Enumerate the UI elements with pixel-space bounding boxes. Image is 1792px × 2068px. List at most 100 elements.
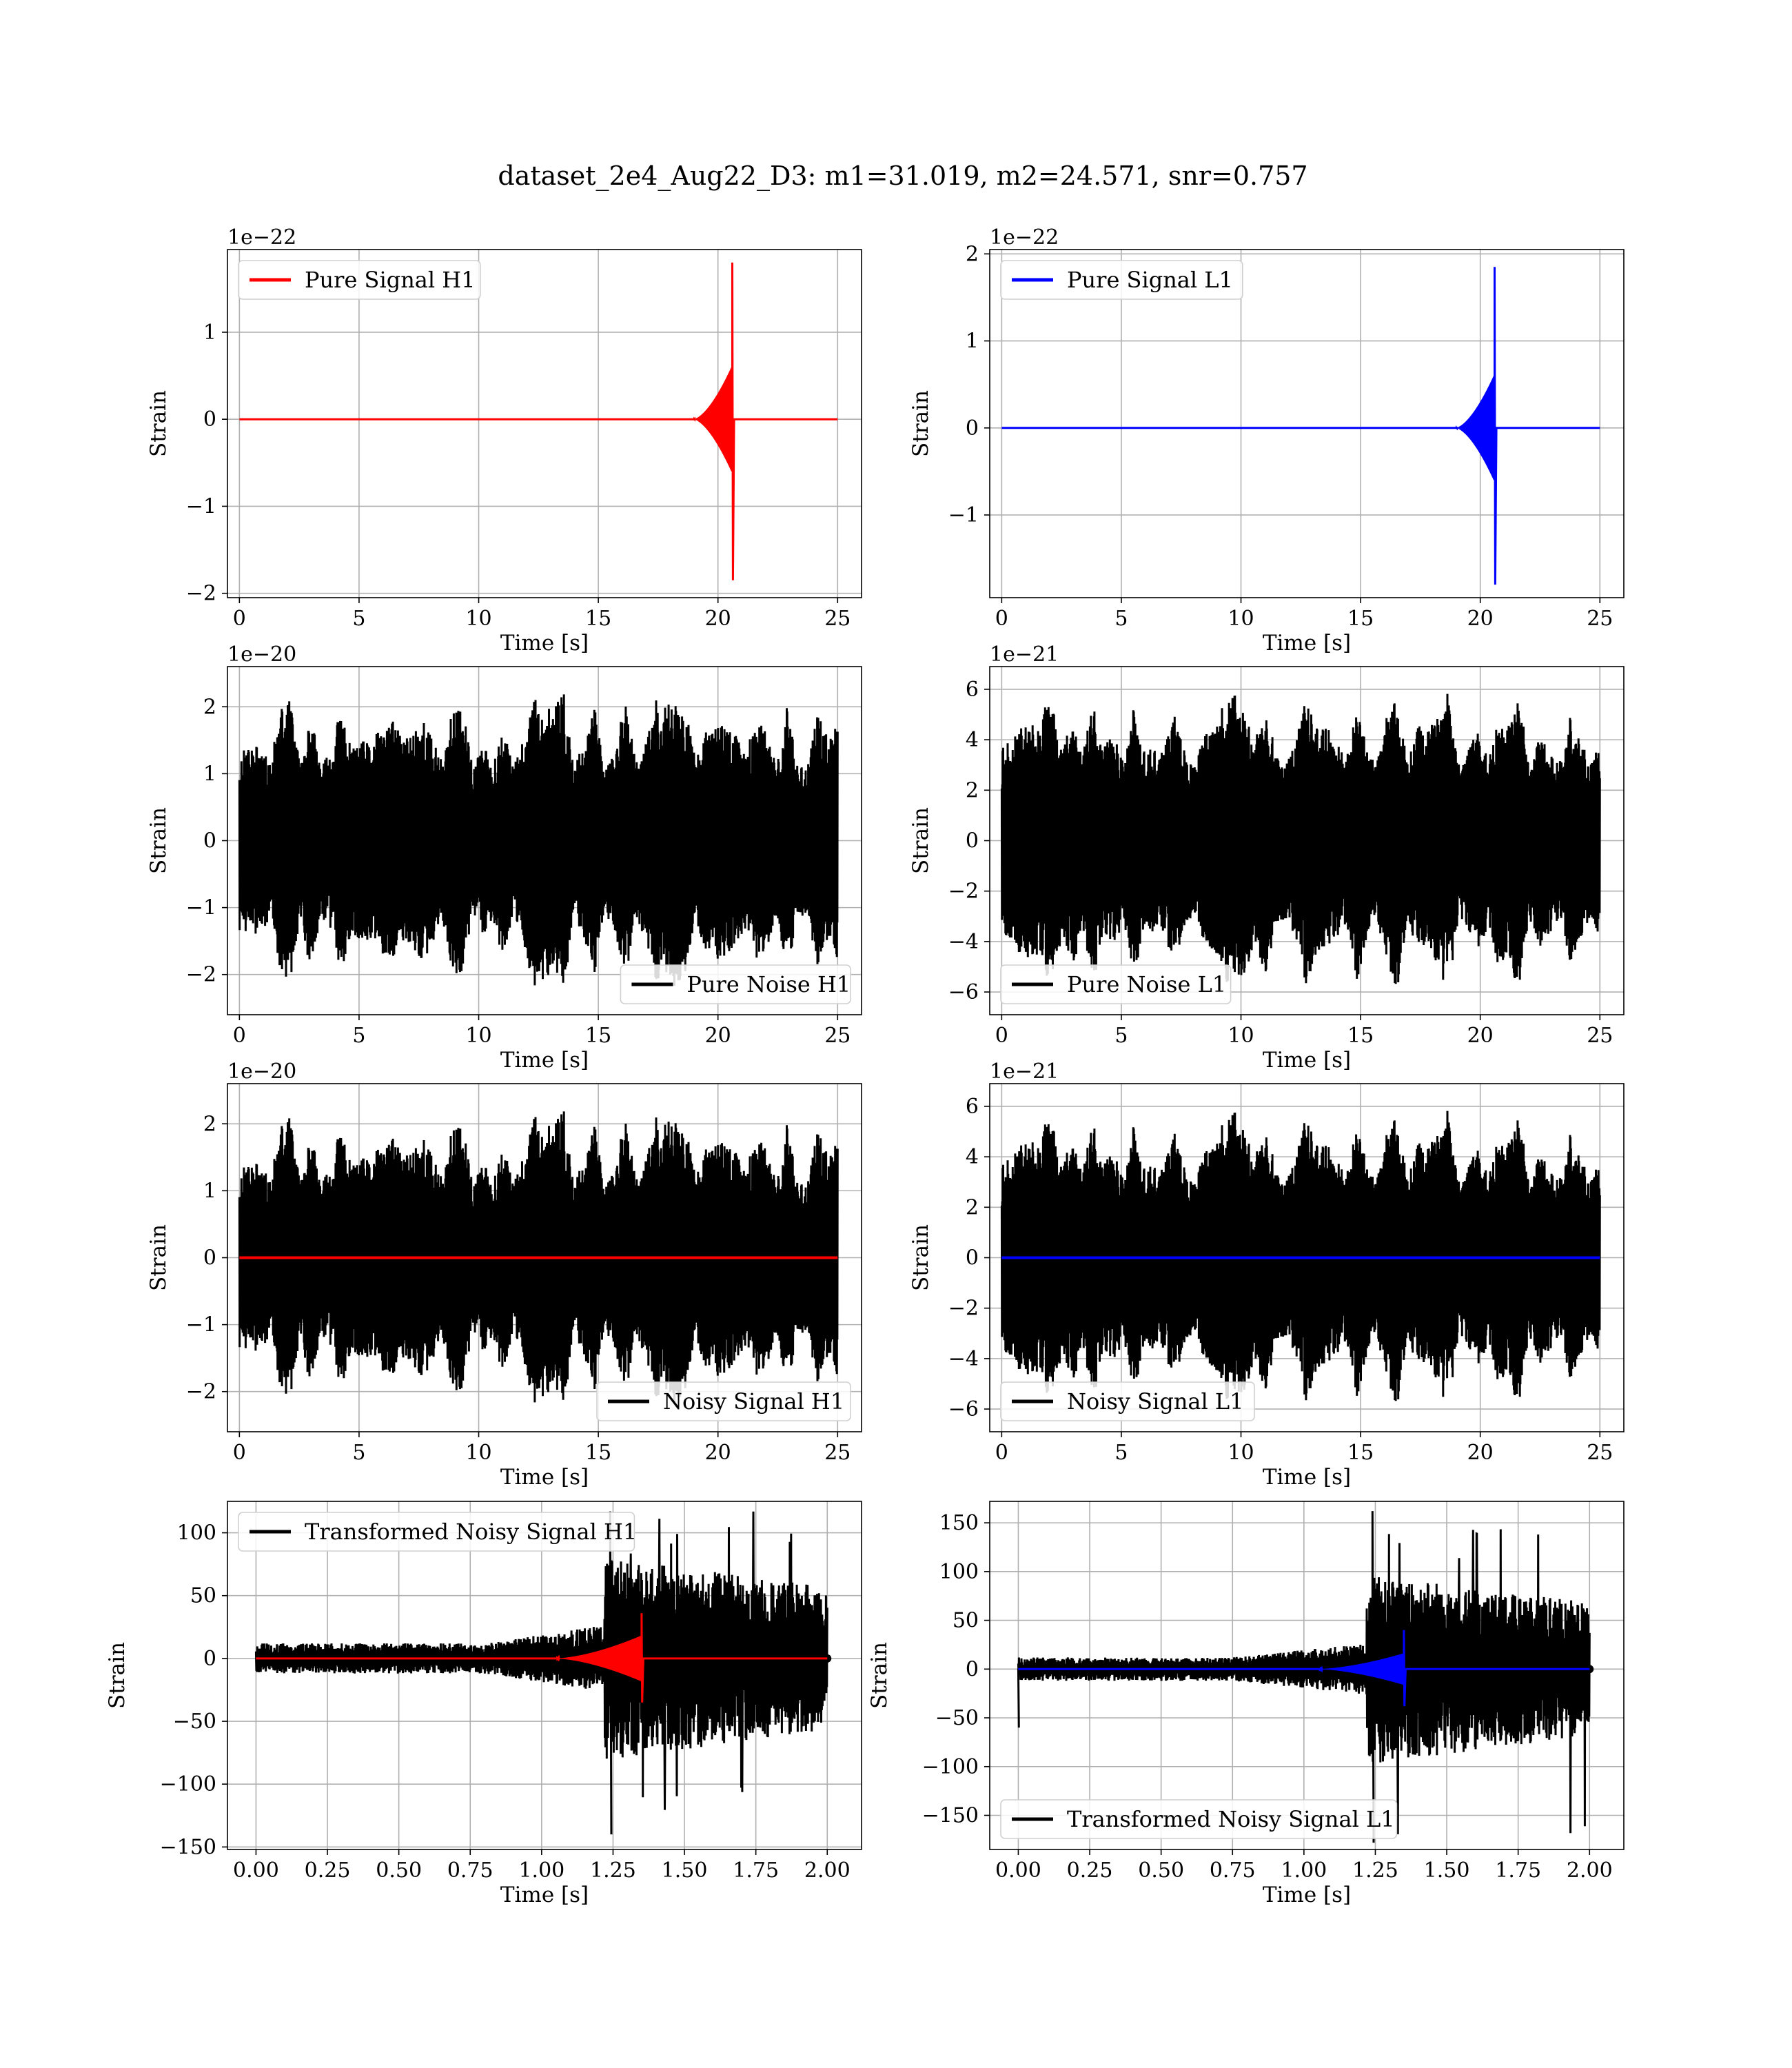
x-axis-label: Time [s] [1263, 1048, 1351, 1073]
plot-area [238, 694, 839, 986]
y-tick-label: 6 [966, 678, 979, 702]
x-axis-label: Time [s] [1263, 1465, 1351, 1490]
y-tick-label: −2 [186, 963, 216, 987]
x-tick-label: 1.00 [1281, 1858, 1327, 1883]
x-axis-label: Time [s] [500, 1883, 589, 1907]
x-tick-label: 0.00 [995, 1858, 1041, 1883]
y-offset-label: 1e−21 [990, 1060, 1059, 1084]
legend-box [238, 260, 481, 300]
legend-box [1000, 260, 1243, 300]
x-tick-label: 0.25 [1067, 1858, 1113, 1883]
x-tick-label: 25 [824, 607, 851, 631]
x-tick-label: 20 [1467, 1024, 1494, 1048]
y-tick-label: −150 [922, 1803, 979, 1827]
x-axis-label: Time [s] [1263, 631, 1351, 656]
y-axis-label: Strain [908, 390, 933, 457]
legend-label: Pure Signal L1 [1067, 267, 1233, 293]
y-tick-label: −2 [186, 1380, 216, 1404]
x-tick-label: 0 [995, 607, 1008, 631]
legend-label: Pure Signal H1 [305, 267, 476, 293]
plot-area [239, 262, 838, 580]
y-axis-label: Strain [146, 390, 171, 457]
x-tick-label: 1.50 [662, 1858, 708, 1883]
x-tick-label: 0.25 [305, 1858, 351, 1883]
y-tick-label: 1 [203, 321, 216, 345]
y-tick-label: 1 [203, 762, 216, 786]
y-offset-label: 1e−21 [990, 642, 1059, 667]
x-tick-label: 15 [1347, 1441, 1374, 1465]
y-tick-label: −6 [948, 1397, 979, 1421]
x-tick-label: 1.75 [1495, 1858, 1541, 1883]
x-tick-label: 10 [1228, 1441, 1254, 1465]
y-offset-label: 1e−22 [227, 225, 296, 250]
y-tick-label: −1 [186, 1313, 216, 1337]
series-line [1001, 267, 1600, 585]
y-tick-label: −2 [186, 582, 216, 606]
subplot-p7: 0.00 0.25 0.50 0.75 1.00 1.25 1.50 1.75 2.00 −150… [867, 1501, 1625, 1907]
y-tick-label: 100 [177, 1521, 216, 1545]
x-tick-label: 0.75 [447, 1858, 493, 1883]
axes-frame [989, 1501, 1625, 1850]
x-tick-label: 2.00 [804, 1858, 851, 1883]
y-tick-label: −4 [948, 1347, 979, 1371]
subplot-p3: 0 5 10 15 20 25 −6 −4 −2 0 2 4 6 Time [s] Strain 1e−21 P… [908, 642, 1625, 1073]
y-tick-label: 2 [966, 778, 979, 802]
x-tick-label: 0 [995, 1024, 1008, 1048]
legend-box [1000, 964, 1232, 1004]
y-tick-label: 0 [966, 1246, 979, 1270]
x-tick-label: 25 [1587, 607, 1613, 631]
axes-frame [227, 249, 862, 598]
series-spike [1371, 1511, 1375, 1843]
subplot-p0: 0 5 10 15 20 25 −2 −1 0 1 Time [s] Strain 1e−22 Pure … [146, 225, 862, 656]
x-tick-label: 0 [233, 1441, 246, 1465]
y-tick-label: 1 [966, 330, 979, 354]
x-tick-label: 0 [233, 1024, 246, 1048]
series-line [254, 1511, 828, 1810]
x-tick-label: 10 [1228, 1024, 1254, 1048]
x-tick-label: 5 [352, 607, 365, 631]
x-tick-label: 5 [352, 1441, 365, 1465]
x-tick-label: 5 [1114, 1441, 1128, 1465]
series-line [238, 694, 839, 986]
series-line [238, 1111, 839, 1403]
y-tick-label: −100 [160, 1772, 216, 1796]
legend-label: Pure Noise H1 [686, 971, 851, 997]
y-axis-label: Strain [908, 1224, 933, 1291]
x-tick-label: 5 [352, 1024, 365, 1048]
axes-frame [227, 1501, 862, 1850]
x-tick-label: 25 [1587, 1024, 1613, 1048]
series-line [1017, 1529, 1591, 1834]
y-tick-label: 100 [939, 1560, 979, 1584]
x-tick-label: 10 [465, 1441, 491, 1465]
y-offset-label: 1e−20 [227, 1060, 296, 1084]
legend: Pure Signal H1 [238, 260, 481, 300]
y-tick-label: 0 [203, 829, 216, 853]
x-tick-label: 1.00 [518, 1858, 564, 1883]
series-line [239, 262, 838, 580]
axes-frame [989, 249, 1625, 598]
x-tick-label: 0.50 [1138, 1858, 1184, 1883]
x-tick-label: 10 [465, 1024, 491, 1048]
y-tick-label: −2 [948, 880, 979, 904]
y-tick-label: 0 [966, 416, 979, 440]
x-tick-label: 15 [585, 1024, 611, 1048]
plot-area [1000, 1111, 1601, 1401]
subplot-p1: 0 5 10 15 20 25 −1 0 1 2 Time [s] Strain 1e−22 Pure S… [908, 225, 1625, 656]
y-axis-label: Strain [908, 807, 933, 874]
figure-title: dataset_2e4_Aug22_D3: m1=31.019, m2=24.5… [498, 161, 1307, 192]
x-tick-label: 10 [1228, 607, 1254, 631]
x-tick-label: 25 [1587, 1441, 1613, 1465]
y-axis-label: Strain [146, 807, 171, 874]
x-tick-label: 20 [705, 1441, 731, 1465]
y-tick-label: −2 [948, 1297, 979, 1321]
y-tick-label: −150 [160, 1835, 216, 1859]
legend-label: Transformed Noisy Signal H1 [305, 1519, 637, 1545]
x-tick-label: 1.25 [590, 1858, 636, 1883]
x-tick-label: 0 [995, 1441, 1008, 1465]
legend-box [620, 964, 851, 1004]
legend-label: Noisy Signal H1 [663, 1388, 844, 1415]
x-tick-label: 15 [1347, 607, 1374, 631]
y-axis-label: Strain [105, 1642, 130, 1709]
series-spike [609, 1511, 613, 1835]
